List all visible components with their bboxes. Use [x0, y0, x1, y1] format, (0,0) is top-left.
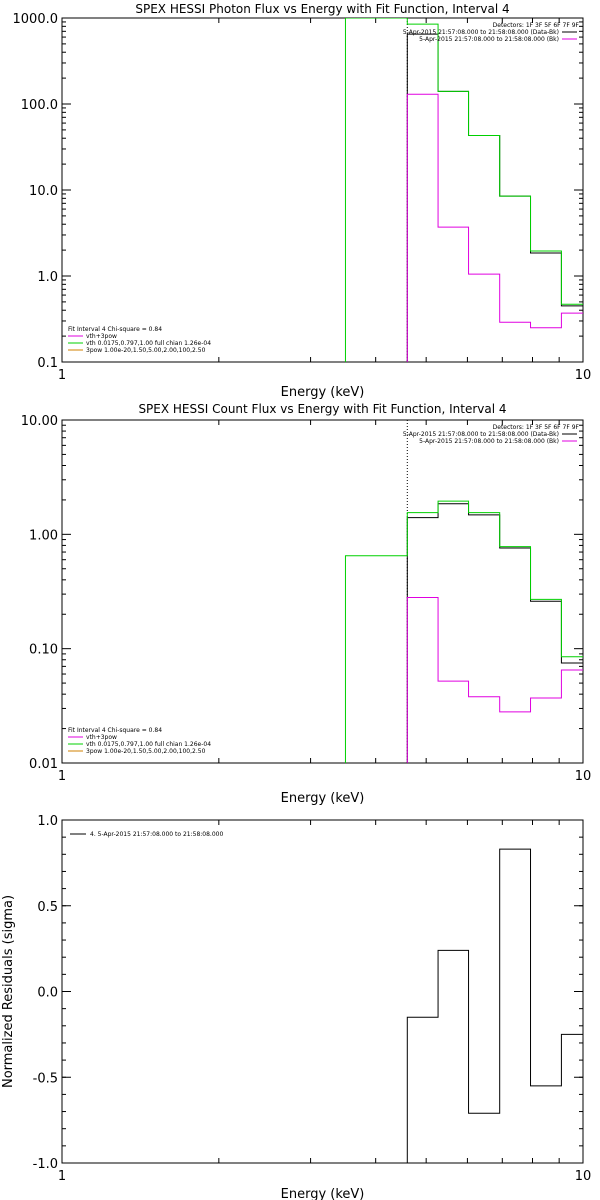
legend-entry: 4. 5-Apr-2015 21:57:08.000 to 21:58:08.0… — [90, 831, 223, 838]
series-1-step-line — [406, 33, 583, 362]
fit-info-line-1: Fit Interval 4 Chi-square = 0.84 — [68, 326, 162, 333]
fit-info-line-1: Fit Interval 4 Chi-square = 0.84 — [68, 727, 162, 734]
x-tick-label: 1 — [58, 368, 66, 383]
chart-panel-3: -1.0 -0.5 0.0 0.5 1.0 1 10 Energy (keV) Normaliz… — [1, 814, 591, 1200]
data-area — [344, 18, 583, 362]
x-axis-label: Energy (keV) — [281, 1187, 365, 1200]
x-tick-label: 10 — [575, 769, 592, 784]
data-area — [344, 500, 583, 763]
y-tick-label: 0.1 — [37, 356, 58, 371]
series-3-step-line — [406, 93, 583, 362]
fit-info-line-2: vth+3pow — [86, 333, 117, 340]
header-line-1: Detectors: 1F 3F 5F 6F 7F 9F — [493, 424, 580, 431]
header-line-1: Detectors: 1F 3F 5F 6F 7F 9F — [493, 22, 580, 29]
y-tick-label: 0.0 — [37, 986, 58, 1001]
chart-panel-1: SPEX HESSI Photon Flux vs Energy with Fi… — [13, 2, 592, 400]
plot-frame — [61, 419, 584, 764]
chart-title: SPEX HESSI Photon Flux vs Energy with Fi… — [135, 2, 509, 16]
header-line-2: 5-Apr-2015 21:57:08.000 to 21:58:08.000 … — [403, 431, 559, 438]
series-2-step-line — [344, 500, 583, 763]
y-tick-label: 1.0 — [37, 814, 58, 829]
series-3-step-line — [406, 597, 583, 763]
x-tick-label: 10 — [575, 368, 592, 383]
header-line-3: 5-Apr-2015 21:57:08.000 to 21:58:08.000 … — [419, 36, 559, 43]
x-tick-label: 1 — [58, 769, 66, 784]
x-axis-label: Energy (keV) — [281, 385, 365, 400]
y-tick-label: 1.00 — [29, 528, 58, 543]
series-1-step-line — [406, 848, 583, 1163]
series-2-step-line — [344, 18, 583, 362]
fit-info-line-4: 3pow 1.00e-20,1.50,5.00,2.00,100,2.50 — [86, 347, 206, 354]
x-axis-label: Energy (keV) — [281, 791, 365, 806]
y-tick-label: -0.5 — [33, 1071, 58, 1086]
plot-frame — [61, 819, 584, 1164]
data-area — [406, 848, 583, 1163]
chart-title: SPEX HESSI Count Flux vs Energy with Fit… — [138, 402, 506, 416]
fit-info-line-4: 3pow 1.00e-20,1.50,5.00,2.00,100,2.50 — [86, 748, 206, 755]
fit-info-line-2: vth+3pow — [86, 734, 117, 741]
y-tick-label: 100.0 — [21, 98, 58, 113]
fit-info-line-3: vth 0.0175,0.797,1.00 full chian 1.26e-0… — [86, 741, 211, 748]
y-tick-label: 1.0 — [37, 270, 58, 285]
header-line-2: 5-Apr-2015 21:57:08.000 to 21:58:08.000 … — [403, 29, 559, 36]
y-tick-label: 10.0 — [29, 184, 58, 199]
y-tick-label: 10.00 — [21, 414, 58, 429]
header-line-3: 5-Apr-2015 21:57:08.000 to 21:58:08.000 … — [419, 438, 559, 445]
y-tick-label: 0.10 — [29, 643, 58, 658]
y-tick-label: 1000.0 — [13, 12, 59, 27]
y-tick-label: 0.5 — [37, 900, 58, 915]
chart-panel-2: SPEX HESSI Count Flux vs Energy with Fit… — [21, 402, 591, 806]
y-tick-label: -1.0 — [33, 1157, 58, 1172]
y-axis-label: Normalized Residuals (sigma) — [1, 895, 16, 1088]
fit-info-line-3: vth 0.0175,0.797,1.00 full chian 1.26e-0… — [86, 340, 211, 347]
x-tick-label: 1 — [58, 1169, 66, 1184]
x-tick-label: 10 — [575, 1169, 592, 1184]
plot-frame — [61, 17, 584, 363]
y-tick-label: 0.01 — [29, 757, 58, 772]
series-1-step-line — [406, 503, 583, 763]
